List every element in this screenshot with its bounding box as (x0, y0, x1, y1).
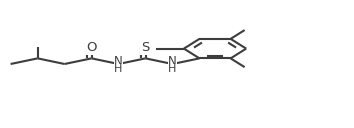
Text: N: N (114, 55, 123, 68)
Text: S: S (141, 41, 150, 54)
Text: N: N (168, 55, 177, 68)
Text: H: H (168, 64, 177, 74)
Text: H: H (114, 64, 123, 74)
Text: O: O (86, 41, 97, 54)
